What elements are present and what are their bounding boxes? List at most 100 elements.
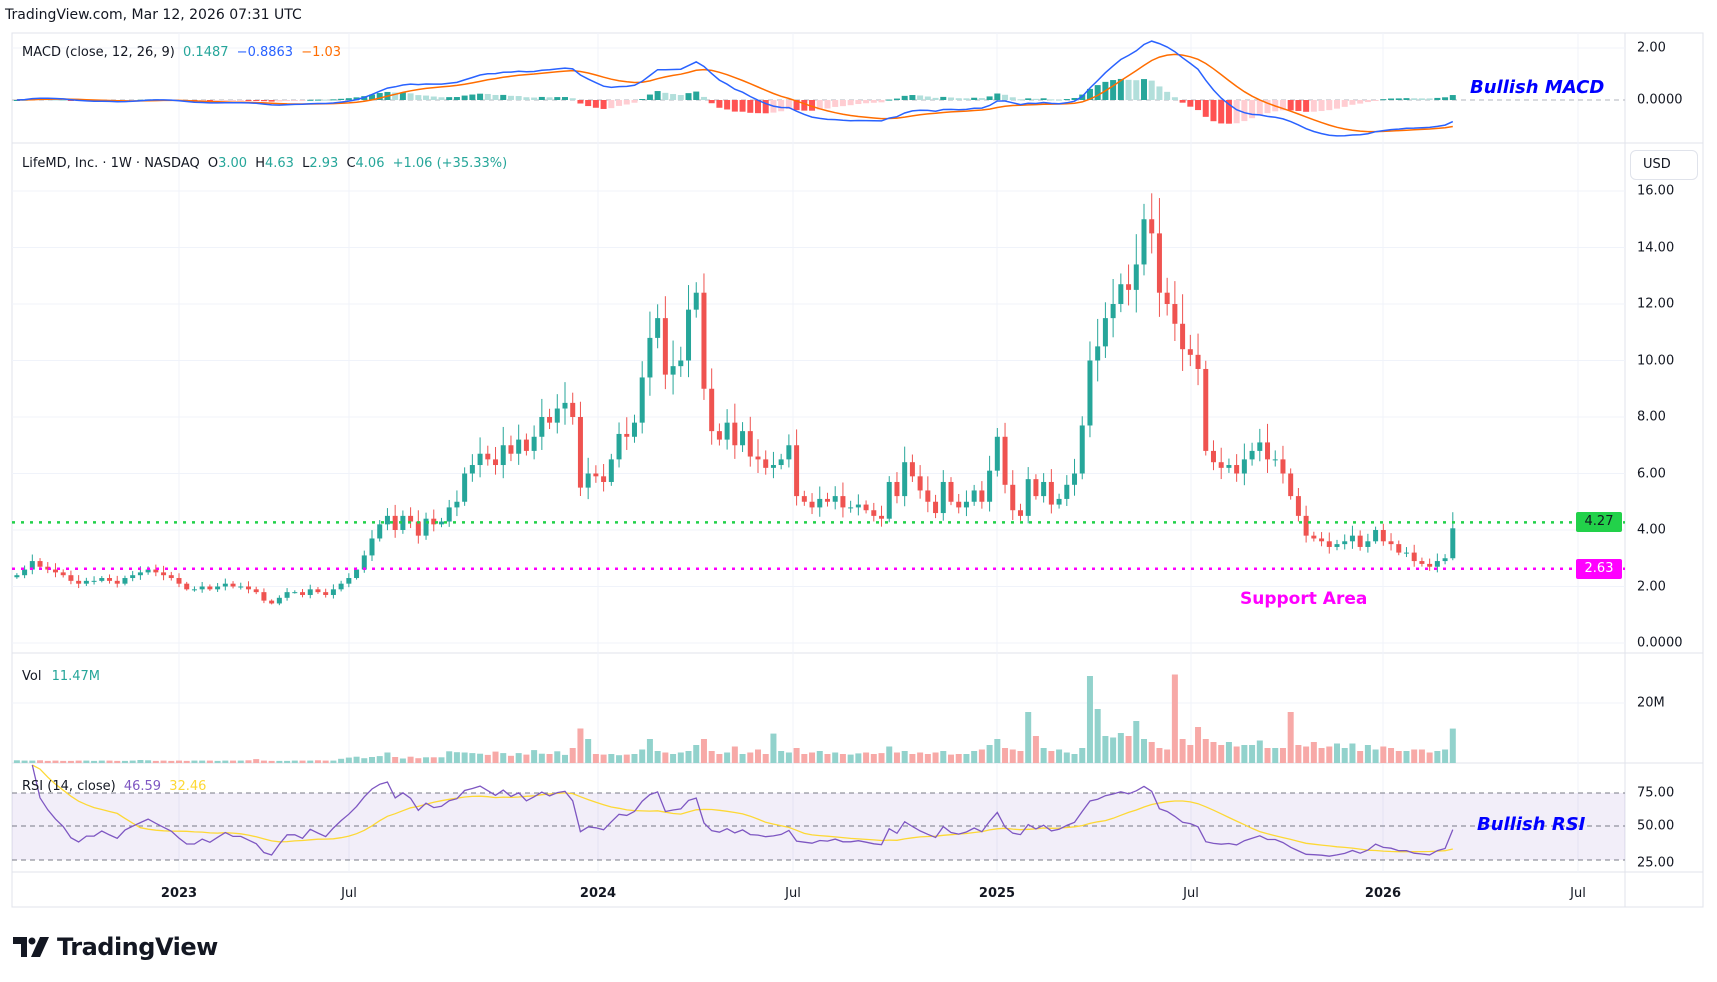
candle-body <box>577 417 583 488</box>
bullish-rsi-annotation: Bullish RSI <box>1477 814 1586 835</box>
macd-histogram-bar <box>1434 97 1441 100</box>
currency-button[interactable]: USD <box>1630 150 1698 180</box>
candle-body <box>1164 292 1170 304</box>
macd-histogram-bar <box>1411 98 1418 100</box>
candle-body <box>1033 479 1039 497</box>
volume-bar <box>67 760 74 763</box>
macd-histogram-bar <box>353 97 360 100</box>
volume-bar <box>1225 742 1232 763</box>
macd-histogram-bar <box>1094 85 1101 100</box>
candle-body <box>1288 473 1294 497</box>
rsi-title: RSI (14, close) <box>22 779 116 794</box>
candle-body <box>415 521 421 536</box>
macd-histogram-bar <box>863 100 870 104</box>
macd-histogram-bar <box>60 99 67 101</box>
volume-bar <box>1141 739 1147 763</box>
volume-bar <box>268 760 275 763</box>
volume-bar <box>1295 745 1302 763</box>
macd-histogram-bar <box>592 100 599 108</box>
macd-histogram-bar <box>616 100 623 106</box>
macd-histogram-bar <box>1187 100 1194 107</box>
macd-histogram-bar <box>1418 98 1425 100</box>
macd-histogram-bar <box>886 99 893 101</box>
candle-body <box>1064 484 1070 499</box>
time-label: 2023 <box>160 886 198 901</box>
candle-body <box>523 439 529 451</box>
volume-bar <box>183 760 190 763</box>
macd-histogram-bar <box>52 99 59 101</box>
chart-frame <box>11 32 1704 908</box>
volume-bar <box>623 754 630 763</box>
candle-body <box>400 515 406 530</box>
volume-bar <box>755 749 761 763</box>
macd-histogram-bar <box>345 98 352 100</box>
candle-body <box>570 402 576 417</box>
volume-bar <box>237 760 244 763</box>
volume-bar <box>484 754 491 763</box>
volume-bar <box>554 751 561 763</box>
volume-bar <box>245 760 252 763</box>
candle-body <box>925 490 931 502</box>
candle-body <box>801 496 807 502</box>
macd-histogram-bar <box>716 100 723 108</box>
macd-histogram-bar <box>909 95 916 100</box>
macd-histogram-bar <box>392 92 399 100</box>
volume-bar <box>1125 736 1132 763</box>
macd-histogram-bar <box>1071 97 1078 100</box>
volume-bar <box>276 760 283 763</box>
candle-body <box>1334 544 1340 547</box>
candle-body <box>1079 425 1085 474</box>
candle-body <box>678 360 684 367</box>
volume-bar <box>1179 739 1186 763</box>
candle-body <box>824 498 830 502</box>
macd-histogram-bar <box>1117 78 1124 100</box>
candle-body <box>1203 368 1209 451</box>
macd-histogram-bar <box>677 95 684 100</box>
macd-histogram-bar <box>1056 99 1063 101</box>
volume-bar <box>1326 746 1333 763</box>
resistance-price-label: 4.27 <box>1576 512 1622 532</box>
candle-body <box>655 318 661 338</box>
tradingview-logo[interactable]: TradingView <box>13 933 218 961</box>
candle-body <box>840 496 846 508</box>
macd-histogram-bar <box>1110 80 1117 100</box>
macd-histogram-bar <box>407 93 414 100</box>
macd-histogram-bar <box>291 100 298 101</box>
macd-histogram-bar <box>1202 100 1209 117</box>
volume-bar <box>1418 749 1425 763</box>
high-value: 4.63 <box>265 156 294 171</box>
symbol-title[interactable]: LifeMD, Inc. · 1W · NASDAQ <box>22 156 200 171</box>
open-label: O <box>207 156 219 171</box>
macd-histogram-bar <box>901 95 908 100</box>
candle-body <box>392 515 398 530</box>
macd-histogram-bar <box>314 99 321 101</box>
volume-bar <box>785 752 792 763</box>
rsi-line <box>31 764 1454 857</box>
support-price-label: 2.63 <box>1576 559 1622 579</box>
volume-bar <box>901 751 908 763</box>
volume-bar <box>886 746 893 763</box>
macd-histogram-bar <box>523 97 530 100</box>
candle-body <box>76 580 82 584</box>
volume-bar <box>152 760 159 763</box>
volume-bar <box>260 760 267 763</box>
volume-bar <box>1110 737 1117 763</box>
macd-histogram-bar <box>1017 99 1024 101</box>
macd-histogram-bar <box>369 94 375 100</box>
volume-bar <box>438 757 445 763</box>
macd-histogram-bar <box>1326 100 1333 111</box>
volume-bar <box>191 760 198 763</box>
volume-bar <box>1411 749 1418 763</box>
candle-body <box>554 408 560 423</box>
open-value: 3.00 <box>218 156 248 171</box>
volume-bar <box>1079 748 1086 763</box>
candle-body <box>616 433 622 460</box>
candle-body <box>153 569 159 573</box>
volume-bar <box>1449 728 1456 763</box>
macd-histogram-bar <box>708 100 715 104</box>
macd-histogram-bar <box>230 100 237 101</box>
macd-histogram-bar <box>1002 94 1009 100</box>
candle-body <box>122 578 128 584</box>
candle-body <box>1280 459 1286 474</box>
